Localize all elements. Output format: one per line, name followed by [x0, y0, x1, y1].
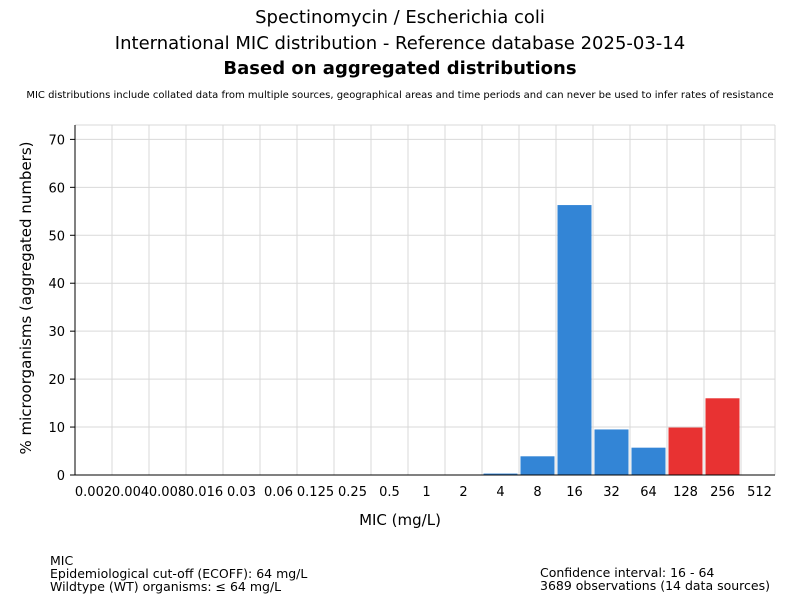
footer-ecoff: Epidemiological cut-off (ECOFF): 64 mg/L [50, 566, 308, 581]
x-tick-label: 0.03 [227, 485, 256, 500]
bar-mic-32 [594, 429, 629, 475]
x-tick-label: 0.008 [149, 485, 186, 500]
footer-observations: 3689 observations (14 data sources) [540, 578, 770, 593]
y-tick-label: 40 [48, 277, 65, 292]
ecoff-info: MIC Epidemiological cut-off (ECOFF): 64 … [50, 554, 307, 593]
x-tick-label: 0.004 [112, 485, 149, 500]
axes [70, 125, 775, 476]
bars [483, 205, 740, 476]
x-tick-label: 0.06 [264, 485, 293, 500]
x-axis-label: MIC (mg/L) [359, 511, 441, 529]
y-tick-label: 50 [48, 229, 65, 244]
x-tick-label: 2 [459, 485, 467, 500]
bar-mic-4 [483, 473, 518, 475]
x-tick-label: 16 [566, 485, 583, 500]
x-tick-label: 128 [673, 485, 698, 500]
y-tick-label: 0 [57, 469, 65, 484]
bar-mic-256 [705, 398, 740, 475]
grid-lines [74, 124, 776, 475]
chart-subtitle: International MIC distribution - Referen… [114, 33, 686, 54]
x-tick-label: 0.016 [186, 485, 223, 500]
footer-confidence-interval: Confidence interval: 16 - 64 [540, 565, 715, 580]
x-tick-label: 0.125 [297, 485, 334, 500]
tick-labels: 0 10 20 30 40 50 60 70 0.002 0.004 0.008 0.016 0.03 0… [48, 133, 771, 500]
bar-mic-16 [557, 205, 592, 476]
y-axis-label: % microorganisms (aggregated numbers) [17, 141, 35, 454]
x-tick-label: 0.002 [75, 485, 112, 500]
y-tick-label: 10 [48, 421, 65, 436]
x-tick-label: 32 [603, 485, 620, 500]
y-tick-label: 60 [48, 181, 65, 196]
x-tick-label: 8 [533, 485, 541, 500]
bar-mic-64 [631, 447, 666, 475]
observation-info: Confidence interval: 16 - 64 3689 observ… [540, 566, 770, 592]
bar-mic-8 [520, 456, 555, 475]
chart-subtitle-bold: Based on aggregated distributions [223, 58, 577, 79]
x-tick-label: 64 [640, 485, 657, 500]
footer-mic-label: MIC [50, 553, 74, 568]
disclaimer-note: MIC distributions include collated data … [26, 90, 774, 101]
y-tick-label: 70 [48, 133, 65, 148]
x-tick-label: 512 [747, 485, 772, 500]
y-tick-label: 30 [48, 325, 65, 340]
x-tick-label: 4 [496, 485, 504, 500]
x-tick-label: 0.25 [338, 485, 367, 500]
x-tick-label: 0.5 [379, 485, 400, 500]
y-tick-label: 20 [48, 373, 65, 388]
bar-mic-128 [668, 427, 703, 475]
x-tick-label: 256 [710, 485, 735, 500]
x-tick-label: 1 [422, 485, 430, 500]
footer-wildtype: Wildtype (WT) organisms: ≤ 64 mg/L [50, 579, 282, 594]
chart-title: Spectinomycin / Escherichia coli [255, 7, 545, 28]
